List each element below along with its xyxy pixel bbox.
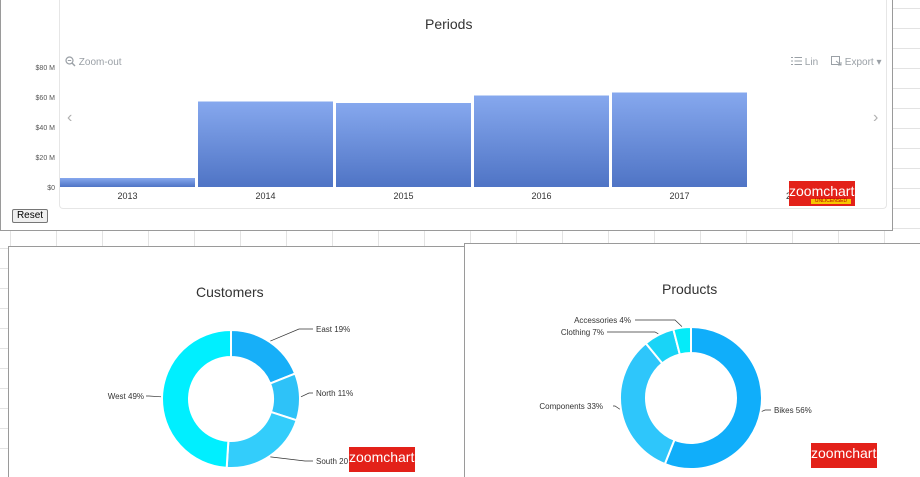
nav-right-icon[interactable]: › (873, 109, 878, 126)
leader-line (607, 331, 659, 335)
y-tick-label: $60 M (36, 95, 56, 102)
customers-panel: Customers East 19% North 11% South 20 West … (8, 246, 465, 477)
bar-2014[interactable] (198, 101, 333, 188)
customers-donut-chart: East 19% North 11% South 20 West 49% (108, 325, 353, 469)
zoomcharts-watermark: zoomcharts UNLICENSED (789, 181, 855, 206)
slice-east[interactable] (230, 328, 297, 385)
bar-2017[interactable] (612, 92, 747, 188)
x-tick-label: 2013 (117, 191, 137, 201)
nav-left-icon[interactable]: ‹ (67, 109, 72, 126)
leader-line (761, 409, 771, 412)
leader-line (270, 456, 313, 462)
bar-2015[interactable] (336, 103, 471, 187)
slice-label: Components 33% (539, 402, 603, 411)
x-tick-label: 2015 (393, 191, 413, 201)
slice-west[interactable] (161, 328, 232, 469)
leader-line (300, 392, 313, 398)
slice-label: East 19% (316, 325, 350, 334)
slice-label: Accessories 4% (574, 316, 631, 325)
products-title: Products (662, 281, 718, 297)
reset-button[interactable]: Reset (12, 209, 48, 223)
customers-title: Customers (196, 284, 264, 300)
partial-year-tick: 2 (786, 191, 791, 201)
slice-label: Bikes 56% (774, 406, 812, 415)
export-button[interactable]: Export ▾ (831, 56, 882, 68)
y-tick-label: $20 M (36, 155, 56, 162)
periods-panel: Periods Zoom-out Lin Export ▾ $0 $20 M $40… (0, 0, 893, 231)
products-panel: Products Bikes 56% Components 33% Clothing… (464, 243, 920, 474)
products-donut-chart: Bikes 56% Components 33% Clothing 7% Access… (539, 316, 812, 470)
leader-line (270, 328, 313, 342)
bar-2013[interactable] (60, 178, 195, 187)
slice-accessories[interactable] (672, 325, 692, 356)
export-label: Export (844, 57, 874, 68)
lin-scale-button[interactable]: Lin (791, 56, 818, 68)
periods-title: Periods (425, 16, 473, 32)
x-tick-label: 2017 (669, 191, 689, 201)
zoomcharts-watermark: zoomcharts (811, 443, 877, 468)
slice-label: West 49% (108, 392, 144, 401)
leader-line (635, 319, 683, 327)
export-icon (831, 56, 845, 68)
slice-south[interactable] (225, 410, 298, 469)
list-icon (791, 57, 805, 68)
y-tick-label: $0 (47, 185, 55, 192)
slice-label: North 11% (316, 389, 353, 398)
caret-down-icon: ▾ (876, 57, 882, 68)
y-tick-label: $80 M (36, 65, 56, 72)
leader-line (146, 395, 162, 398)
slice-label: Clothing 7% (561, 328, 604, 337)
zoomcharts-watermark: zoomcharts (349, 447, 415, 472)
x-tick-label: 2016 (531, 191, 551, 201)
x-tick-label: 2014 (255, 191, 275, 201)
leader-line (613, 405, 621, 410)
y-tick-label: $40 M (36, 125, 56, 132)
zoom-out-button[interactable]: Zoom-out (65, 56, 122, 68)
periods-chart-frame (59, 0, 887, 209)
lin-label: Lin (804, 57, 819, 68)
zoom-out-label: Zoom-out (78, 57, 122, 68)
zoom-out-icon (65, 56, 79, 68)
bar-2016[interactable] (474, 95, 609, 188)
periods-bar-chart: $0 $20 M $40 M $60 M $80 M 2013 2014 2015 2016 2… (36, 65, 879, 201)
slice-label: South 20 (316, 457, 349, 466)
